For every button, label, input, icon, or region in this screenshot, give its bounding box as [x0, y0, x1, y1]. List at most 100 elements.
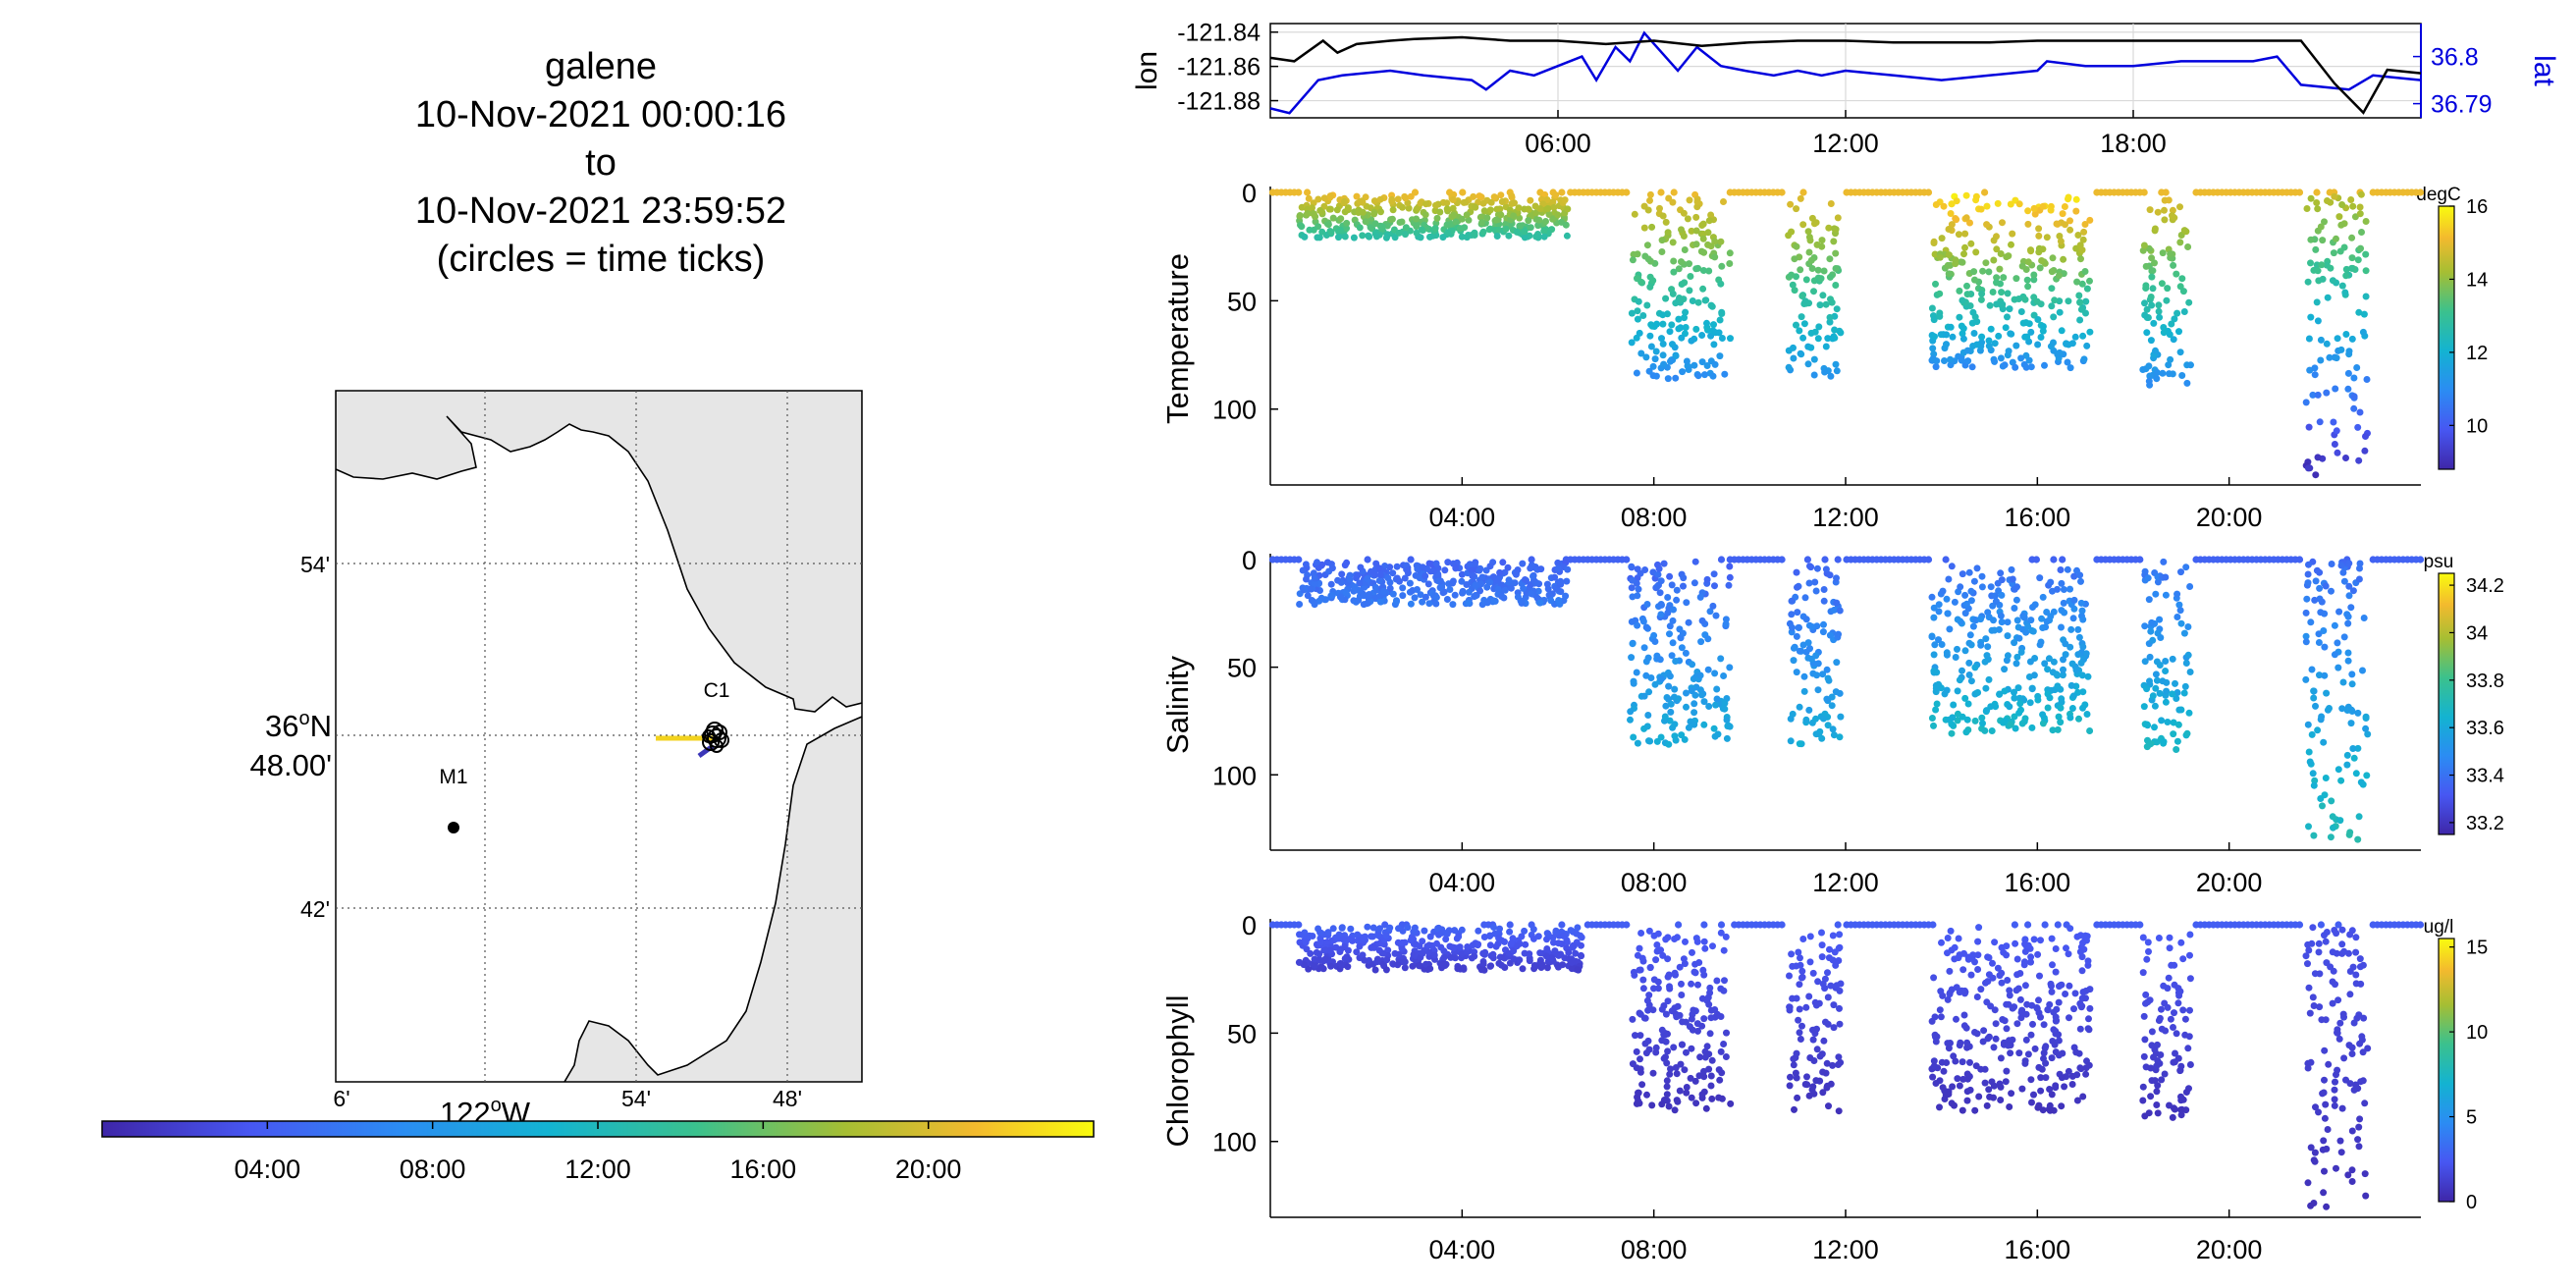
temperature-data-point	[1958, 356, 1965, 364]
salinity-data-point	[1935, 601, 1943, 609]
chlorophyll-data-point	[2139, 934, 2147, 941]
chlorophyll-data-point	[1829, 956, 1837, 964]
temperature-data-point	[1831, 326, 1839, 334]
temperature-data-point	[1662, 295, 1670, 302]
chlorophyll-tick-label-x: 08:00	[1621, 1235, 1688, 1264]
salinity-data-point	[1954, 616, 1961, 623]
salinity-data-point	[2337, 777, 2345, 784]
salinity-data-point	[1720, 672, 1728, 679]
salinity-data-point	[2078, 607, 2086, 615]
temperature-data-point	[1964, 357, 1972, 365]
chlorophyll-data-point	[2354, 1136, 2362, 1144]
temperature-data-point	[1639, 312, 1647, 319]
salinity-data-point	[1820, 597, 1828, 605]
chlorophyll-data-point	[1959, 1058, 1966, 1066]
chlorophyll-data-point	[1650, 985, 1657, 993]
chlorophyll-data-point	[2348, 1166, 2356, 1174]
lonlat-tick-label-x: 06:00	[1525, 129, 1591, 158]
salinity-data-point	[1823, 666, 1831, 673]
salinity-data-point	[1371, 570, 1378, 578]
temperature-data-point	[1659, 351, 1667, 359]
chlorophyll-data-point	[1658, 1100, 1666, 1108]
lonlat-tick-label-left: -121.84	[1177, 20, 1261, 47]
temperature-data-point	[2020, 360, 2028, 368]
temperature-data-point	[1471, 229, 1478, 237]
temperature-tick-label-y: 50	[1227, 287, 1257, 316]
temperature-data-point	[2148, 273, 2156, 281]
temperature-data-point	[2324, 294, 2332, 301]
lonlat-tick-label-left: -121.86	[1177, 54, 1261, 81]
salinity-tick-label-y: 50	[1227, 654, 1257, 683]
chlorophyll-data-point	[2346, 931, 2354, 939]
chlorophyll-data-point	[1569, 943, 1577, 951]
chlorophyll-data-point	[1836, 987, 1844, 994]
salinity-data-point	[1992, 703, 2000, 711]
temperature-data-point	[2167, 355, 2174, 363]
salinity-data-point	[1437, 584, 1444, 591]
temperature-data-point	[1493, 233, 1501, 240]
chlorophyll-data-point	[1991, 1006, 1999, 1014]
temperature-data-point	[1527, 224, 1534, 232]
chlorophyll-data-point	[2186, 975, 2194, 983]
chlorophyll-data-point	[1653, 941, 1661, 948]
temperature-data-point	[1666, 328, 1674, 336]
chlorophyll-data-point	[1454, 965, 1462, 973]
chlorophyll-data-point	[1959, 1075, 1967, 1083]
temperature-data-point	[2024, 220, 2032, 228]
chlorophyll-data-point	[1708, 1056, 1716, 1064]
salinity-data-point	[2162, 698, 2170, 706]
chlorophyll-data-point	[2338, 926, 2346, 934]
salinity-data-point	[2143, 685, 2151, 693]
temperature-data-point	[1943, 341, 1950, 349]
salinity-data-point	[1959, 570, 1966, 578]
chlorophyll-data-point	[1683, 1048, 1690, 1056]
chlorophyll-data-point	[1939, 1084, 1947, 1092]
chlorophyll-data-point	[1930, 1062, 1938, 1070]
salinity-data-point	[2331, 651, 2338, 659]
chlorophyll-data-point	[2315, 948, 2323, 956]
chlorophyll-data-point	[1690, 1006, 1697, 1014]
temperature-data-point	[2361, 447, 2369, 455]
chlorophyll-data-point	[2337, 1149, 2345, 1156]
temperature-data-point	[2066, 217, 2073, 225]
chlorophyll-data-point	[1819, 1089, 1827, 1097]
salinity-data-point	[1327, 592, 1335, 600]
temperature-data-point	[2316, 418, 2324, 426]
chlorophyll-data-point	[1673, 1070, 1681, 1078]
salinity-data-point	[1689, 661, 1696, 669]
chlorophyll-data-point	[1802, 1003, 1810, 1011]
salinity-data-point	[1969, 622, 1977, 630]
temperature-data-point	[2050, 313, 2058, 321]
salinity-data-point	[1634, 565, 1641, 573]
chlorophyll-data-point	[1998, 979, 2006, 987]
temperature-data-point	[1646, 332, 1654, 340]
chlorophyll-data-point	[2062, 991, 2069, 997]
temperature-data-point	[1497, 211, 1505, 219]
salinity-data-point	[1399, 584, 1407, 592]
temperature-data-point	[1443, 199, 1451, 207]
temperature-data-point	[2317, 336, 2325, 344]
temperature-data-point	[1483, 214, 1491, 222]
chlorophyll-data-point	[1973, 993, 1981, 1000]
chlorophyll-data-point	[1818, 929, 1825, 937]
chlorophyll-data-point	[1673, 1013, 1681, 1021]
temperature-data-point	[1402, 194, 1410, 202]
salinity-data-point	[1804, 639, 1812, 647]
chlorophyll-data-point	[2331, 1101, 2338, 1109]
chlorophyll-data-point	[1439, 961, 1447, 969]
salinity-data-point	[1949, 714, 1957, 722]
temperature-data-point	[2147, 294, 2155, 300]
chlorophyll-surface-point	[2136, 921, 2144, 929]
temperature-data-point	[2171, 315, 2178, 323]
temperature-data-point	[2312, 245, 2320, 253]
temperature-data-point	[2072, 207, 2080, 215]
chlorophyll-data-point	[2003, 1067, 2011, 1075]
salinity-data-point	[1697, 638, 1705, 646]
salinity-data-point	[1376, 598, 1384, 606]
temperature-data-point	[1444, 229, 1452, 237]
salinity-data-point	[1657, 675, 1665, 683]
temperature-data-point	[1993, 279, 2000, 287]
salinity-data-point	[2305, 823, 2312, 831]
salinity-data-point	[1449, 601, 1457, 609]
salinity-data-point	[2143, 721, 2151, 728]
